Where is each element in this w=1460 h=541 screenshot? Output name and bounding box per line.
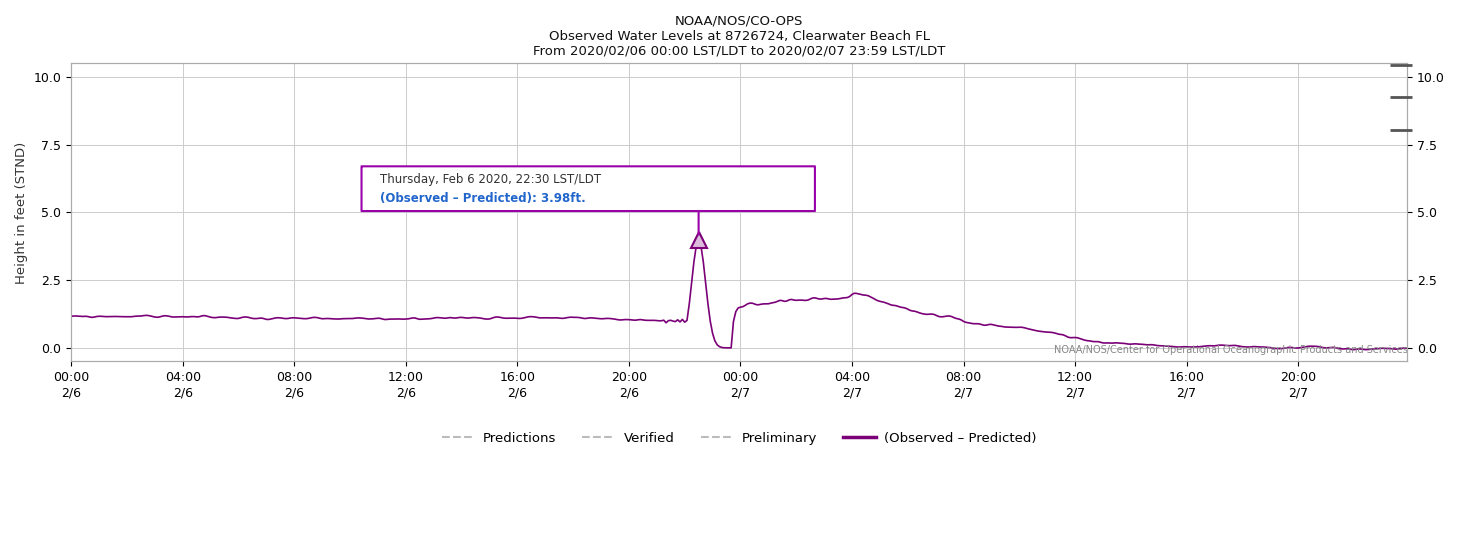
Legend: Predictions, Verified, Preliminary, (Observed – Predicted): Predictions, Verified, Preliminary, (Obs… [437, 427, 1042, 450]
Y-axis label: Height in feet (STND): Height in feet (STND) [15, 141, 28, 283]
Text: Thursday, Feb 6 2020, 22:30 LST/LDT: Thursday, Feb 6 2020, 22:30 LST/LDT [380, 173, 602, 186]
FancyBboxPatch shape [362, 166, 815, 211]
Title: NOAA/NOS/CO-OPS
Observed Water Levels at 8726724, Clearwater Beach FL
From 2020/: NOAA/NOS/CO-OPS Observed Water Levels at… [533, 15, 946, 58]
Text: (Observed – Predicted): 3.98ft.: (Observed – Predicted): 3.98ft. [380, 192, 585, 205]
Text: NOAA/NOS/Center for Operational Oceanographic Products and Services: NOAA/NOS/Center for Operational Oceanogr… [1054, 346, 1407, 355]
